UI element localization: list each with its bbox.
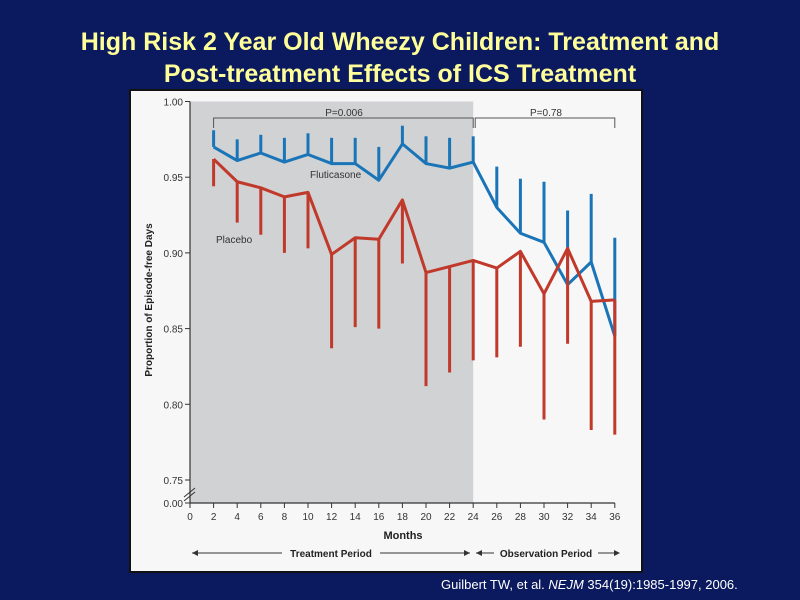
- x-tick-label: 34: [586, 512, 598, 523]
- y-tick-label: 0.85: [164, 325, 184, 336]
- placebo-line: [212, 157, 615, 303]
- p-value-treatment: P=0.006: [325, 108, 363, 119]
- x-tick-label: 14: [350, 512, 362, 523]
- y-tick-label: 0.90: [164, 249, 184, 260]
- x-tick-label: 18: [397, 512, 409, 523]
- series-label-placebo: Placebo: [216, 235, 253, 246]
- x-tick-label: 0: [187, 512, 193, 523]
- x-tick-label: 30: [538, 512, 550, 523]
- x-tick-label: 36: [609, 512, 621, 523]
- y-tick-label: 0.00: [164, 499, 184, 510]
- treatment-period-label: Treatment Period: [290, 549, 372, 560]
- p-value-observation: P=0.78: [530, 108, 562, 119]
- y-tick-label: 1.00: [164, 98, 184, 109]
- bracket-observation: [474, 117, 616, 128]
- x-tick-label: 28: [515, 512, 527, 523]
- title-line-2: Post-treatment Effects of ICS Treatment: [163, 60, 637, 88]
- x-tick-label: 32: [562, 512, 574, 523]
- plot-area: 0.000.750.800.850.900.951.000 2 4 6 8 10 12 14 1…: [164, 98, 621, 556]
- x-tick-label: 4: [234, 512, 240, 523]
- series-label-fluticasone: Fluticasone: [310, 170, 362, 181]
- x-tick-label: 10: [302, 512, 314, 523]
- citation-authors: Guilbert TW, et al.: [441, 577, 545, 592]
- slide-title: High Risk 2 Year Old Wheezy Children: Tr…: [0, 26, 800, 90]
- citation-journal: NEJM: [548, 577, 584, 592]
- x-tick-label: 20: [420, 512, 432, 523]
- x-tick-label: 12: [326, 512, 338, 523]
- x-tick-label: 22: [444, 512, 456, 523]
- fluticasone-line: [212, 142, 617, 337]
- title-line-1: High Risk 2 Year Old Wheezy Children: Tr…: [80, 28, 720, 56]
- axis-break-mark: [183, 487, 196, 502]
- y-tick-label: 0.95: [164, 173, 184, 184]
- observation-period-label: Observation Period: [500, 549, 592, 560]
- y-axis-label: Proportion of Episode-free Days: [144, 223, 155, 377]
- bracket-treatment: [213, 117, 474, 128]
- citation: Guilbert TW, et al. NEJM 354(19):1985-19…: [441, 577, 738, 592]
- y-tick-label: 0.75: [164, 476, 184, 487]
- x-axis-label: Months: [383, 530, 422, 542]
- x-tick-label: 6: [258, 512, 264, 523]
- x-tick-label: 8: [282, 512, 288, 523]
- x-tick-label: 24: [468, 512, 480, 523]
- citation-details: 354(19):1985-1997, 2006.: [583, 577, 738, 592]
- x-tick-label: 16: [373, 512, 385, 523]
- x-tick-label: 2: [211, 512, 217, 523]
- x-tick-label: 26: [491, 512, 503, 523]
- y-tick-label: 0.80: [164, 400, 184, 411]
